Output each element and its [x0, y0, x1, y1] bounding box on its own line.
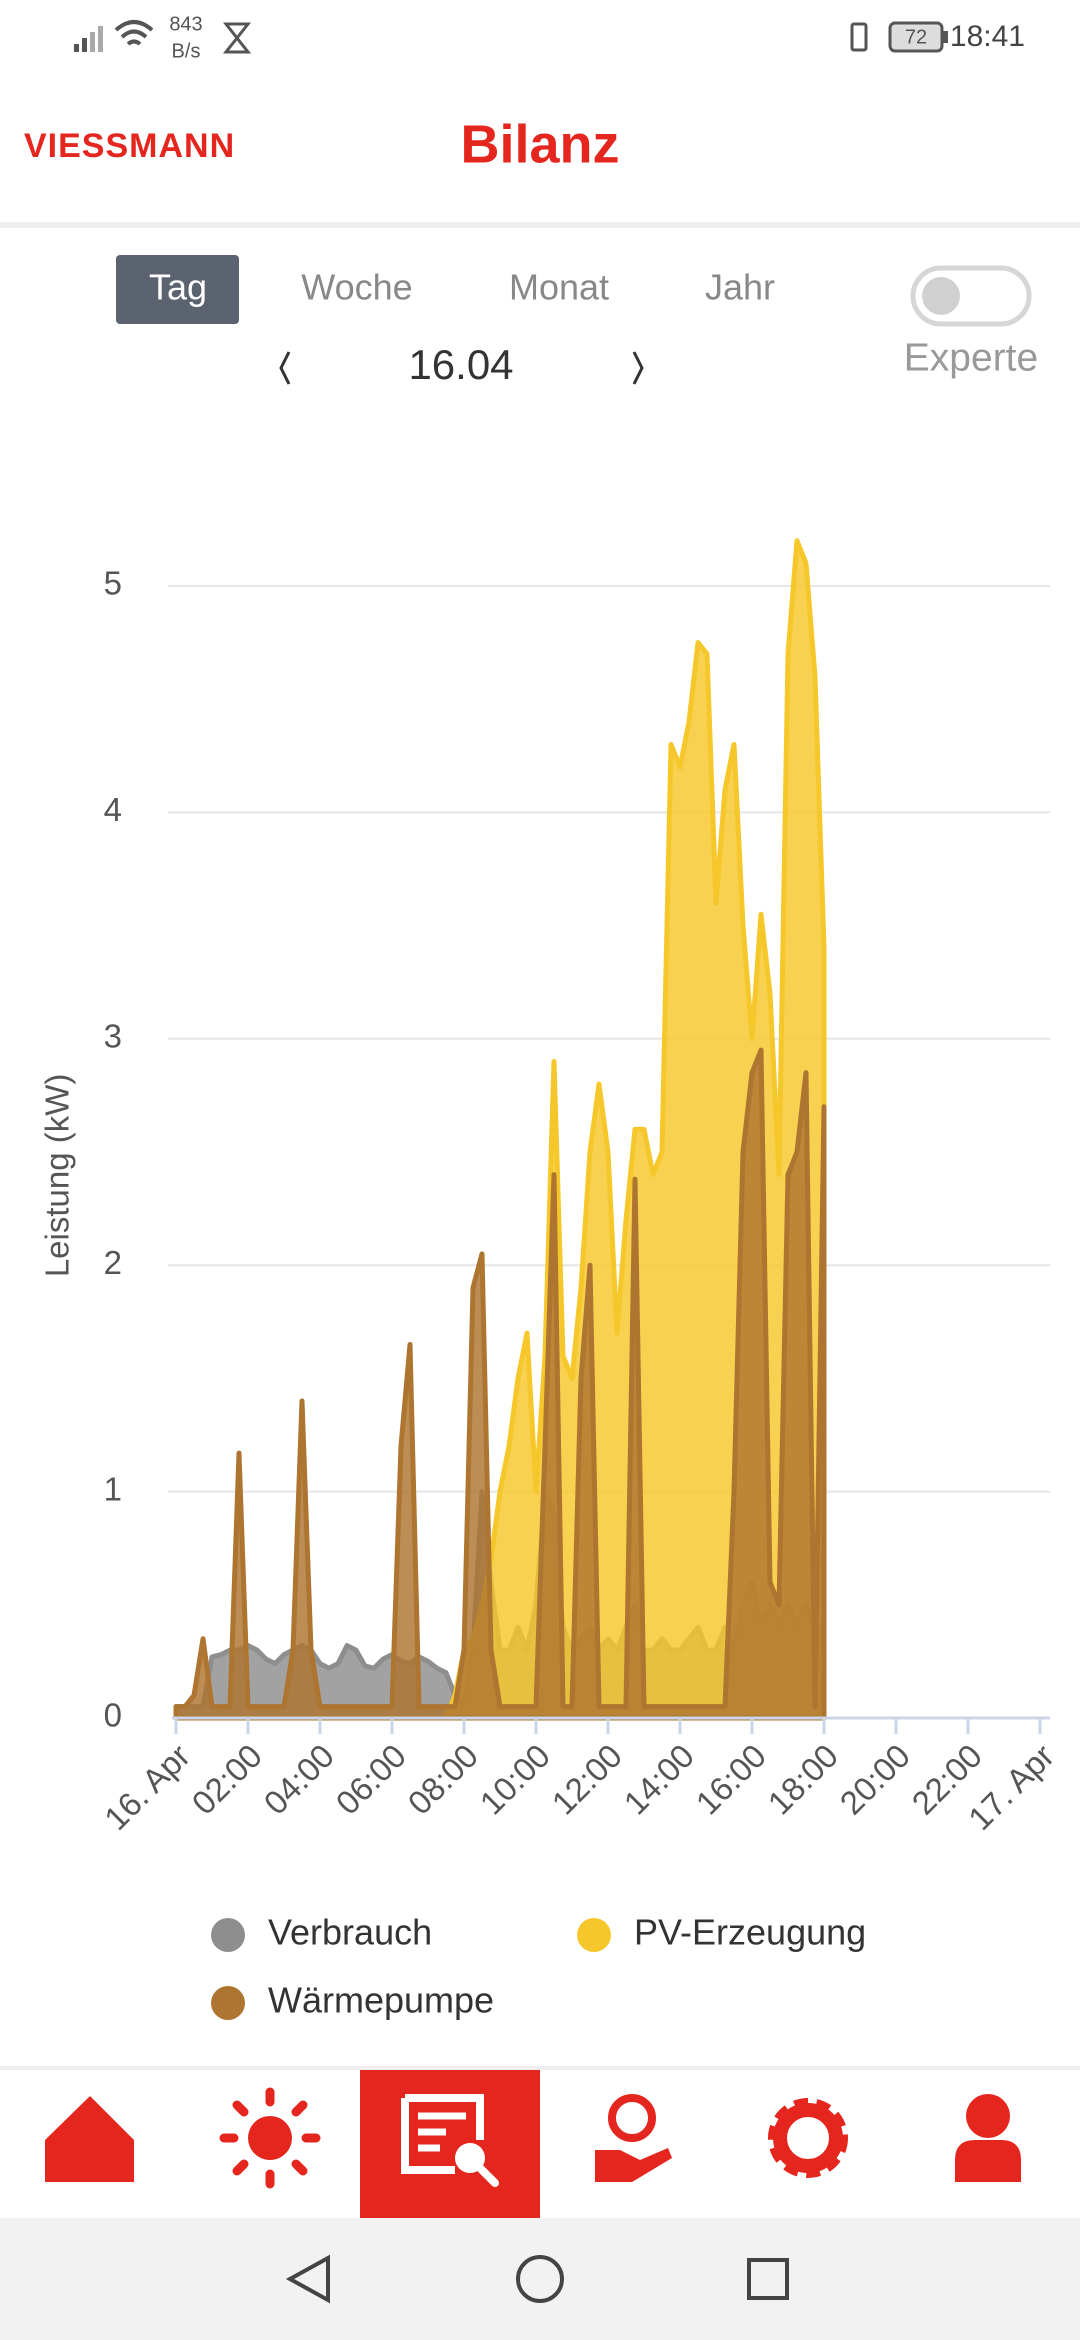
y-tick-label: 1	[104, 1470, 122, 1507]
nav-separator	[0, 2066, 1080, 2070]
nav-home[interactable]	[45, 2096, 134, 2182]
doc-lines	[418, 2112, 466, 2152]
nav-sun[interactable]	[219, 2087, 321, 2189]
status-bar: 843 B/s 72 18:41	[74, 13, 1025, 62]
y-tick-label: 3	[104, 1018, 122, 1055]
page-title: Bilanz	[460, 114, 619, 174]
area-series	[173, 1047, 827, 1721]
profile-head	[966, 2094, 1010, 2138]
y-tick-label: 4	[104, 791, 122, 828]
network-speed-unit: B/s	[172, 40, 201, 62]
sun-core	[248, 2116, 292, 2160]
legend-label: Verbrauch	[268, 1912, 432, 1953]
system-home[interactable]	[516, 2255, 564, 2303]
prev-date[interactable]	[279, 351, 291, 385]
legend-label: PV-Erzeugung	[634, 1912, 866, 1953]
y-tick-label: 0	[104, 1697, 122, 1734]
signal-bar	[74, 44, 79, 52]
battery-tip	[943, 31, 948, 43]
brand-logo: VIESSMANN	[24, 127, 235, 165]
legend-swatch	[211, 1986, 245, 2020]
system-nav	[0, 2218, 1080, 2340]
tab[interactable]: Tag	[149, 267, 207, 308]
y-tick-label: 5	[104, 565, 122, 602]
profile-body	[955, 2140, 1021, 2182]
sun-rays	[219, 2087, 321, 2189]
hourglass-icon	[222, 22, 252, 54]
tab[interactable]: Monat	[509, 267, 609, 308]
nav-analysis[interactable]	[401, 2094, 499, 2187]
network-speed: 843	[169, 13, 202, 35]
tab[interactable]: Woche	[301, 267, 412, 308]
header-shadow	[0, 222, 1080, 228]
battery-level: 72	[905, 26, 927, 48]
toggle-knob[interactable]	[922, 277, 960, 315]
nav-service[interactable]	[595, 2094, 672, 2182]
signal-bar	[90, 32, 95, 52]
vibrate-icon	[850, 22, 868, 52]
clock: 18:41	[950, 20, 1025, 53]
nav-profile[interactable]	[955, 2094, 1021, 2182]
nav-active-bg[interactable]	[360, 2070, 540, 2218]
legend-label: Wärmepumpe	[268, 1980, 494, 2021]
next-date[interactable]	[632, 351, 644, 385]
legend-swatch	[577, 1918, 611, 1952]
date-label: 16.04	[408, 341, 513, 388]
signal-bar	[82, 38, 87, 52]
system-recents[interactable]	[747, 2258, 789, 2300]
signal-bar	[98, 26, 103, 52]
legend-swatch	[211, 1918, 245, 1952]
coin	[608, 2094, 656, 2142]
tab[interactable]: Jahr	[705, 267, 775, 308]
gear-ring	[773, 2103, 843, 2173]
toggle-label: Experte	[904, 336, 1038, 379]
doc-outline	[401, 2094, 484, 2174]
nav-settings[interactable]	[768, 2098, 848, 2178]
wifi-icon	[114, 20, 154, 46]
tab-active-bg[interactable]	[116, 255, 239, 324]
y-axis-label: Leistung (kW)	[39, 1074, 76, 1278]
system-back[interactable]	[285, 2254, 330, 2304]
hand	[595, 2148, 672, 2182]
battery-icon	[888, 21, 944, 53]
y-tick-label: 2	[104, 1244, 122, 1281]
magnifier-handle	[476, 2164, 499, 2187]
